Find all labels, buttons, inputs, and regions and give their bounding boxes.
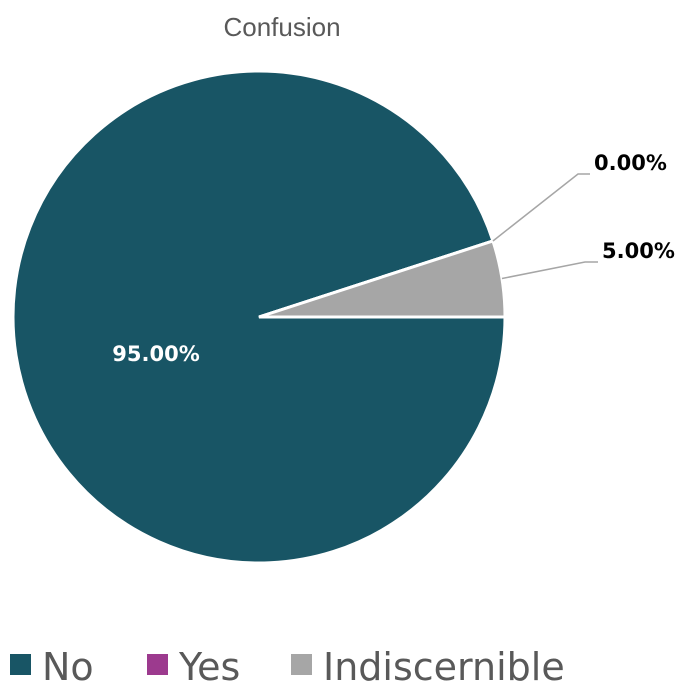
leader-line-indiscernible — [501, 261, 598, 280]
leader-line-yes — [492, 173, 590, 242]
legend-item-yes: Yes — [147, 645, 240, 684]
legend: No Yes Indiscernible — [10, 645, 565, 684]
legend-label-no: No — [42, 645, 94, 684]
legend-swatch-indiscernible — [291, 654, 312, 675]
data-labels: 95.00% 0.00% 5.00% — [112, 151, 675, 366]
data-label-no: 95.00% — [112, 342, 199, 366]
legend-item-no: No — [10, 645, 94, 684]
data-label-indiscernible: 5.00% — [602, 239, 675, 263]
legend-item-indiscernible: Indiscernible — [291, 645, 565, 684]
legend-label-indiscernible: Indiscernible — [323, 645, 565, 684]
legend-label-yes: Yes — [178, 645, 240, 684]
data-label-yes: 0.00% — [594, 151, 667, 175]
slice-no — [11, 69, 507, 565]
chart-title: Confusion — [223, 12, 340, 42]
pie-slices — [11, 69, 507, 565]
legend-swatch-yes — [147, 654, 168, 675]
legend-swatch-no — [10, 654, 31, 675]
